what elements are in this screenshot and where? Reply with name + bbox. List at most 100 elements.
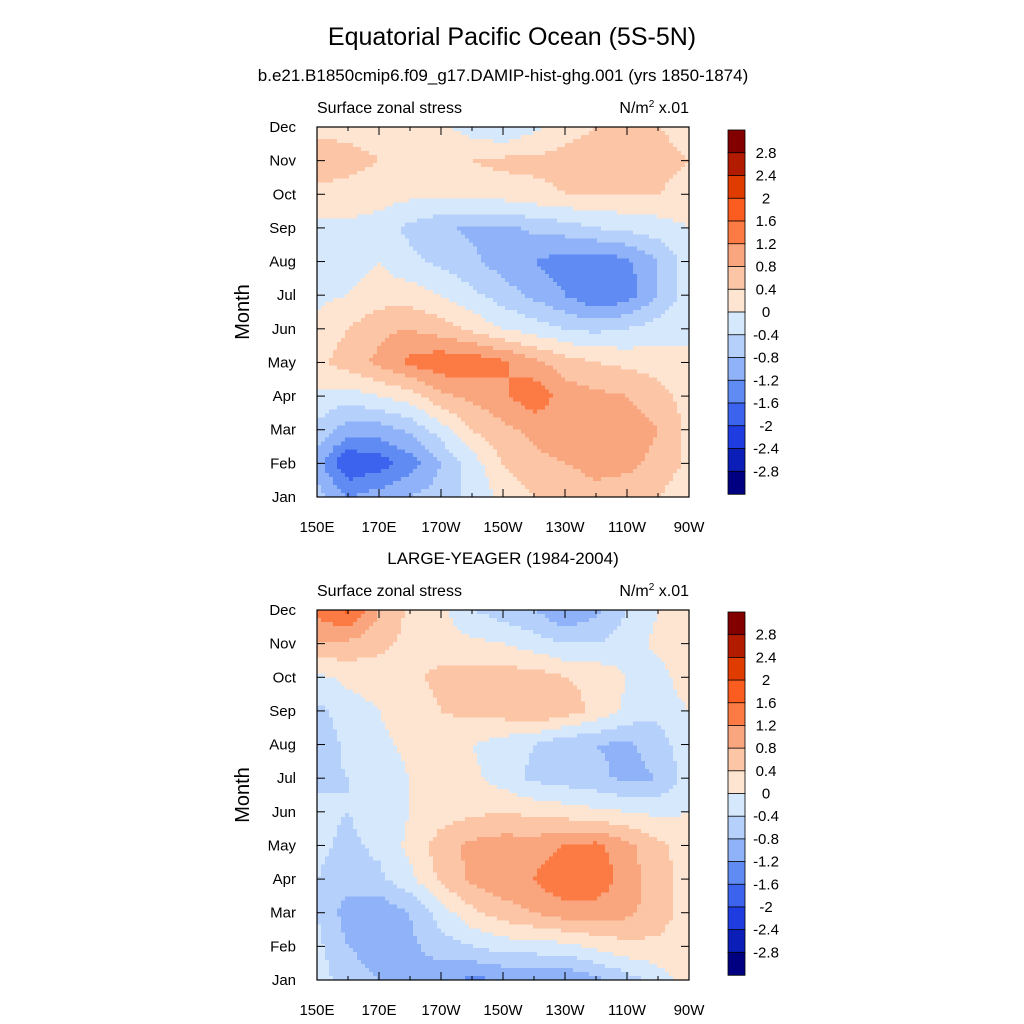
- contour-cell: [457, 234, 462, 239]
- contour-cell: [361, 158, 366, 164]
- contour-cell: [529, 294, 534, 299]
- contour-cell: [661, 278, 666, 283]
- contour-cell: [341, 290, 346, 295]
- contour-cell: [497, 158, 502, 164]
- contour-cell: [369, 313, 374, 319]
- contour-cell: [409, 186, 414, 192]
- contour-cell: [353, 254, 358, 259]
- contour-cell: [633, 262, 638, 267]
- contour-cell: [641, 238, 646, 243]
- contour-cell: [653, 218, 658, 224]
- contour-cell: [497, 138, 502, 144]
- contour-cell: [553, 282, 558, 287]
- contour-cell: [621, 254, 626, 259]
- contour-cell: [517, 302, 522, 307]
- contour-cell: [369, 182, 374, 188]
- contour-cell: [645, 170, 650, 176]
- contour-cell: [589, 178, 594, 184]
- contour-cell: [377, 166, 382, 172]
- contour-cell: [505, 134, 510, 140]
- contour-cell: [585, 250, 590, 255]
- contour-cell: [553, 266, 558, 271]
- contour-cell: [549, 222, 554, 228]
- contour-cell: [645, 230, 650, 236]
- contour-cell: [349, 146, 354, 152]
- contour-cell: [665, 127, 670, 132]
- contour-cell: [545, 222, 550, 228]
- contour-cell: [577, 246, 582, 251]
- contour-cell: [493, 274, 498, 279]
- contour-cell: [489, 325, 494, 331]
- contour-cell: [565, 313, 570, 319]
- contour-cell: [497, 242, 502, 247]
- contour-cell: [521, 246, 526, 251]
- contour-cell: [541, 298, 546, 303]
- contour-cell: [421, 178, 426, 184]
- contour-cell: [537, 150, 542, 156]
- contour-cell: [465, 198, 470, 204]
- contour-cell: [481, 250, 486, 255]
- contour-cell: [469, 262, 474, 267]
- contour-cell: [401, 333, 406, 339]
- contour-cell: [601, 166, 606, 172]
- contour-cell: [373, 290, 378, 295]
- contour-cell: [509, 222, 514, 228]
- contour-cell: [425, 202, 430, 208]
- contour-cell: [621, 306, 626, 311]
- contour-cell: [469, 190, 474, 196]
- contour-cell: [657, 313, 662, 319]
- contour-cell: [377, 170, 382, 176]
- contour-cell: [541, 226, 546, 232]
- contour-cell: [509, 258, 514, 263]
- contour-cell: [477, 214, 482, 220]
- contour-cell: [553, 162, 558, 168]
- contour-cell: [677, 298, 682, 303]
- contour-cell: [633, 222, 638, 228]
- contour-cell: [633, 186, 638, 192]
- contour-cell: [621, 138, 626, 144]
- contour-cell: [501, 250, 506, 255]
- contour-cell: [461, 150, 466, 156]
- contour-cell: [493, 214, 498, 220]
- contour-cell: [353, 317, 358, 323]
- contour-cell: [561, 142, 566, 148]
- contour-cell: [325, 214, 330, 220]
- contour-cell: [413, 130, 418, 136]
- contour-cell: [453, 222, 458, 228]
- contour-cell: [409, 242, 414, 247]
- contour-cell: [469, 162, 474, 168]
- contour-cell: [325, 142, 330, 148]
- contour-cell: [593, 154, 598, 160]
- contour-cell: [457, 333, 462, 339]
- contour-cell: [389, 238, 394, 243]
- contour-cell: [513, 146, 518, 152]
- contour-cell: [401, 321, 406, 327]
- contour-cell: [517, 146, 522, 152]
- contour-cell: [545, 178, 550, 184]
- contour-cell: [337, 234, 342, 239]
- contour-cell: [589, 258, 594, 263]
- contour-cell: [553, 274, 558, 279]
- contour-cell: [405, 186, 410, 192]
- contour-cell: [577, 218, 582, 224]
- contour-cell: [437, 210, 442, 216]
- contour-cell: [541, 242, 546, 247]
- contour-cell: [529, 154, 534, 160]
- contour-cell: [369, 186, 374, 192]
- contour-cell: [509, 134, 514, 140]
- contour-cell: [493, 127, 498, 132]
- contour-cell: [381, 258, 386, 263]
- contour-cell: [457, 329, 462, 335]
- contour-cell: [325, 130, 330, 136]
- contour-cell: [609, 194, 614, 200]
- contour-cell: [521, 294, 526, 299]
- contour-cell: [641, 198, 646, 204]
- contour-cell: [601, 290, 606, 295]
- contour-cell: [449, 306, 454, 311]
- contour-cell: [377, 230, 382, 236]
- contour-cell: [341, 214, 346, 220]
- contour-cell: [517, 170, 522, 176]
- contour-cell: [661, 298, 666, 303]
- contour-cell: [545, 146, 550, 152]
- contour-cell: [417, 250, 422, 255]
